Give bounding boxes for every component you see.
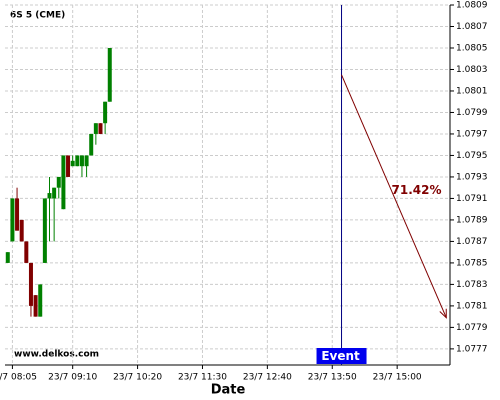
candle-body <box>33 295 38 317</box>
candle-body <box>56 176 61 188</box>
x-tick-label: 23/7 15:00 <box>373 373 422 383</box>
candle-body <box>15 198 20 231</box>
forecast-arrow <box>341 74 447 318</box>
x-tick-label: 23/7 11:30 <box>178 373 227 383</box>
candle-body <box>66 155 71 177</box>
y-tick-label: 1.0795 <box>456 151 488 161</box>
candle-body <box>5 252 10 263</box>
chart-title: 6S 5 (CME) <box>10 11 65 21</box>
candle-body <box>42 198 47 263</box>
candle-body <box>28 262 33 306</box>
candle-body <box>79 155 84 167</box>
event-label: Event <box>321 349 360 363</box>
candle-body <box>75 155 80 167</box>
candle-body <box>10 198 15 242</box>
y-tick-label: 1.0803 <box>456 65 488 75</box>
candle-body <box>70 160 75 167</box>
candle-body <box>98 123 103 134</box>
y-tick-label: 1.0807 <box>456 22 488 32</box>
y-tick-label: 1.0801 <box>456 86 488 96</box>
x-axis-title: Date <box>211 383 246 398</box>
x-tick-label: 23/7 13:50 <box>308 373 357 383</box>
candle-body <box>93 123 98 134</box>
y-tick-label: 1.0791 <box>456 194 488 204</box>
y-tick-label: 1.0785 <box>456 258 488 268</box>
y-tick-label: 1.0781 <box>456 301 488 311</box>
event-label-box <box>316 348 367 364</box>
candle-body <box>52 187 57 199</box>
x-tick-label: 23/7 10:20 <box>113 373 162 383</box>
y-tick-label: 1.0787 <box>456 237 488 247</box>
watermark: www.delkos.com <box>14 350 99 360</box>
y-tick-label: 1.0783 <box>456 280 488 290</box>
candle-body <box>19 219 24 242</box>
forecast-label: 71.42% <box>392 183 442 197</box>
candle-body <box>103 101 108 124</box>
y-tick-label: 1.0799 <box>456 108 488 118</box>
y-tick-label: 1.0797 <box>456 129 488 139</box>
candle-body <box>38 284 43 317</box>
x-tick-label: 23/7 09:10 <box>48 373 97 383</box>
arrow-head <box>439 308 447 319</box>
candle-body <box>47 193 52 199</box>
candle-body <box>24 241 29 263</box>
candle-body <box>61 155 66 210</box>
y-tick-label: 1.0779 <box>456 323 488 333</box>
candle-body <box>107 47 112 102</box>
x-tick-label: 23/7 12:40 <box>243 373 292 383</box>
y-tick-label: 1.0793 <box>456 172 488 182</box>
y-tick-label: 1.0809 <box>456 1 488 11</box>
y-tick-label: 1.0805 <box>456 43 488 53</box>
candle-body <box>84 155 89 167</box>
y-tick-label: 1.0789 <box>456 215 488 225</box>
candle-body <box>89 133 94 156</box>
x-tick-label: 23/7 08:05 <box>0 373 37 383</box>
y-tick-label: 1.0777 <box>456 344 488 354</box>
